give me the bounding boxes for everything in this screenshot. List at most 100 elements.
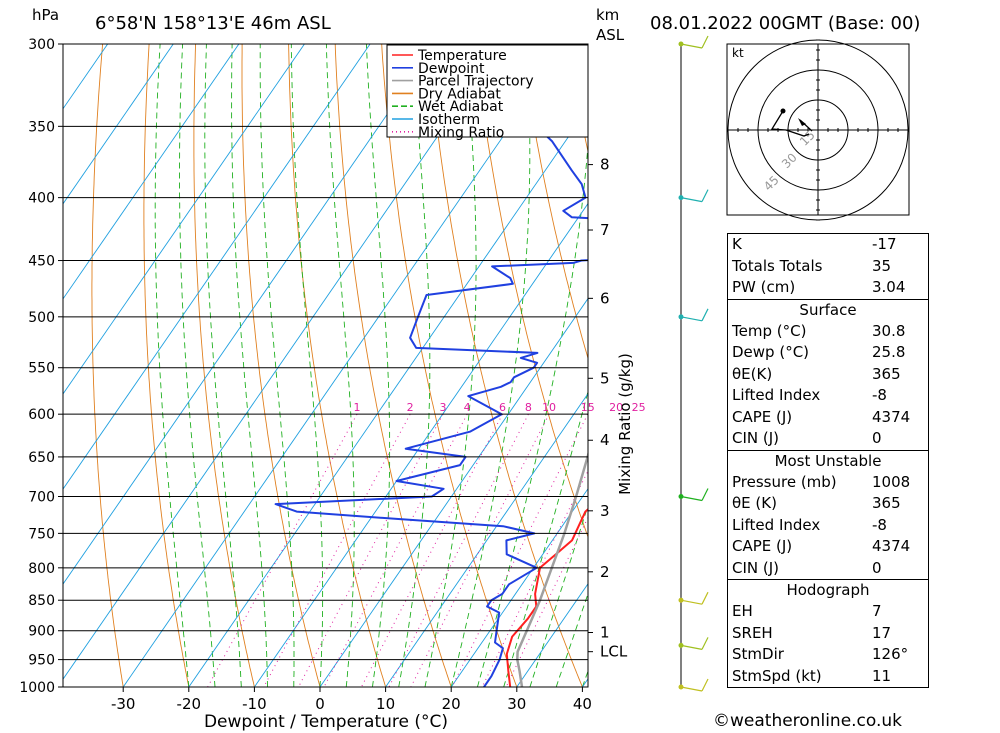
isotherm-line (319, 297, 588, 687)
height-tick-label: 7 (600, 221, 610, 239)
index-row: Totals Totals 35 (728, 256, 928, 278)
wind-barb-feather (701, 488, 709, 501)
mixing-ratio-line (263, 413, 411, 687)
plot-frame (62, 43, 589, 688)
index-value: -17 (872, 235, 897, 253)
pressure-tick-label: 1000 (19, 680, 55, 696)
index-label: θE (K) (732, 494, 777, 512)
hodograph-trace (770, 110, 810, 137)
height-tick-label: 3 (600, 502, 610, 520)
mixing-ratio-label: 15 (581, 401, 595, 414)
index-row: Dewp (°C) 25.8 (728, 342, 928, 364)
mixing-ratio-label: 20 (609, 401, 623, 414)
index-row: Lifted Index -8 (728, 385, 928, 407)
legend-label: Temperature (417, 48, 507, 64)
mixing-ratio-label: 2 (407, 401, 414, 414)
mixing-ratio-axis-title: Mixing Ratio (g/kg) (616, 353, 634, 495)
wind-barb-feather (701, 678, 709, 692)
index-label: CAPE (J) (732, 407, 793, 426)
index-row: StmDir 126° (728, 644, 928, 666)
wet-adiabat-line (290, 44, 324, 687)
isotherm-line (63, 44, 437, 585)
isotherm-line (63, 44, 502, 680)
index-label: StmDir (732, 645, 784, 663)
wind-barb (680, 599, 703, 605)
temperature-tick-label: -30 (111, 695, 136, 713)
general-indices: K -17 Totals Totals 35 PW (cm) 3.04 (728, 234, 928, 299)
wind-barb (680, 43, 703, 49)
datetime-title: 08.01.2022 00GMT (Base: 00) (650, 13, 920, 34)
surface-indices: Surface Temp (°C) 30.8 Dewp (°C) 25.8 θE(K) 3… (728, 298, 928, 450)
height-tick-label: 2 (600, 563, 610, 581)
legend-label: Dry Adiabat (418, 86, 501, 102)
isotherm-line (63, 44, 174, 205)
hodograph-unit-label: kt (732, 46, 744, 60)
index-value: 4374 (872, 407, 911, 426)
wind-barb-dot (678, 684, 684, 690)
wind-barb-dot (678, 494, 684, 500)
index-row: Temp (°C) 30.8 (728, 321, 928, 343)
index-label: SREH (732, 623, 773, 642)
legend-label: Isotherm (418, 112, 480, 128)
height-tick-label: 1 (600, 624, 610, 642)
dry-adiabat-line (143, 44, 190, 687)
mixing-ratio-label: 1 (354, 401, 361, 414)
pressure-tick-label: 850 (28, 593, 55, 609)
index-value: 30.8 (872, 321, 906, 340)
temperature-tick-label: 30 (507, 695, 526, 713)
index-label: Lifted Index (732, 515, 821, 534)
pressure-tick-label: 900 (28, 624, 55, 640)
index-row: θE(K) 365 (728, 364, 928, 386)
pressure-tick-label: 600 (28, 407, 55, 423)
legend-label: Mixing Ratio (418, 125, 504, 141)
wind-barb (680, 644, 703, 650)
mixing-ratio-label: 10 (542, 401, 556, 414)
wet-adiabat-line (231, 44, 268, 687)
km-label: km (596, 6, 619, 24)
wind-barb-dot (678, 597, 684, 603)
wind-barb (680, 686, 703, 692)
index-value: 365 (872, 364, 901, 383)
storm-motion-line (799, 119, 813, 132)
mixing-ratio-label: 25 (632, 401, 646, 414)
mixing-ratio-label: 3 (439, 401, 446, 414)
index-value: 25.8 (872, 343, 906, 361)
legend-label: Dewpoint (418, 61, 485, 77)
index-value: 1008 (872, 472, 911, 491)
index-label: PW (cm) (732, 278, 796, 296)
pressure-tick-label: 950 (28, 653, 55, 669)
pressure-tick-label: 700 (28, 490, 55, 506)
wet-adiabat-line (325, 44, 355, 687)
most-unstable-indices: Most Unstable Pressure (mb) 1008 θE (K) 365… (728, 449, 928, 580)
pressure-tick-label: 550 (28, 361, 55, 377)
temperature-tick-label: 10 (376, 695, 395, 713)
wet-adiabat-line (555, 592, 588, 687)
index-row: StmSpd (kt) 11 (728, 666, 928, 688)
mixing-ratio-label: 8 (525, 401, 532, 414)
mixing-ratio-line (388, 413, 529, 687)
wet-adiabat-line (179, 44, 216, 687)
x-axis-title: Dewpoint / Temperature (°C) (204, 712, 448, 732)
index-value: 4374 (872, 537, 911, 555)
index-row: K -17 (728, 234, 928, 256)
asl-label: ASL (596, 26, 625, 44)
hpa-label: hPa (32, 6, 59, 24)
pressure-tick-label: 650 (28, 450, 55, 466)
copyright-footer: ©weatheronline.co.uk (713, 711, 903, 731)
dry-adiabat-line (91, 44, 124, 687)
wind-barb (680, 316, 703, 322)
isotherm-line (122, 44, 568, 687)
wind-barb-feather (701, 308, 709, 322)
index-label: Dewp (°C) (732, 343, 810, 361)
index-label: θE(K) (732, 364, 773, 383)
indices-table: K -17 Totals Totals 35 PW (cm) 3.04 Surface T… (727, 233, 929, 688)
most-unstable-title: Most Unstable (774, 451, 882, 470)
index-row: PW (cm) 3.04 (728, 277, 928, 299)
pressure-tick-label: 750 (28, 526, 55, 542)
height-tick-label: 8 (600, 156, 610, 174)
mixing-ratio-label: 6 (499, 401, 506, 414)
index-label: EH (732, 602, 753, 620)
index-value: 126° (872, 645, 909, 663)
